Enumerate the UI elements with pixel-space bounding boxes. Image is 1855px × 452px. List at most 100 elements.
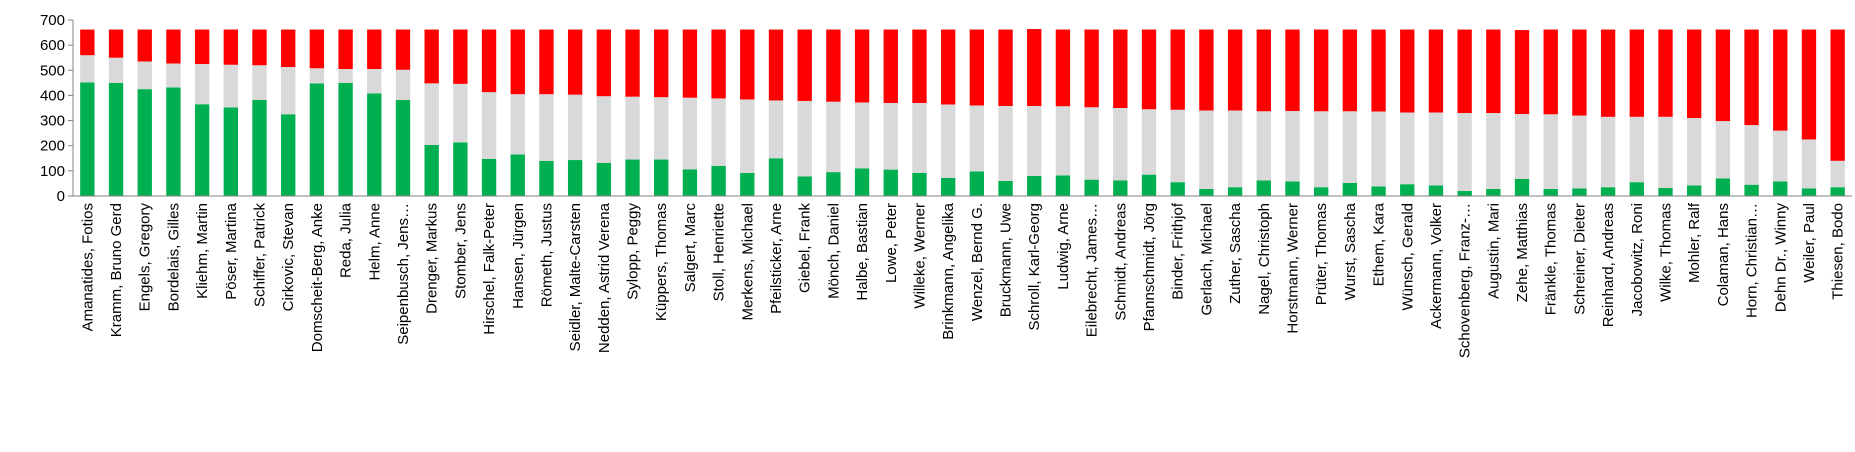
bar-segment-2 — [1170, 109, 1185, 183]
bar-segment-1 — [539, 160, 554, 196]
bar-segment-1 — [1629, 182, 1644, 196]
bar-segment-1 — [1543, 188, 1558, 196]
bar-segment-2 — [1801, 139, 1817, 189]
bar-segment-1 — [1428, 185, 1444, 196]
bar-segment-2 — [1572, 115, 1587, 189]
bar-segment-1 — [1457, 190, 1472, 196]
bar-segment-3 — [194, 29, 210, 64]
y-tick-label: 300 — [40, 113, 65, 130]
bar-segment-3 — [1486, 29, 1501, 114]
bar-segment-2 — [194, 64, 210, 105]
bar-segment-2 — [1687, 118, 1702, 186]
bar-segment-1 — [252, 99, 267, 196]
bar-segment-1 — [854, 168, 870, 196]
x-category-label: Fränkle, Thomas — [1543, 203, 1560, 315]
bar-segment-2 — [510, 94, 525, 155]
bar-segment-1 — [1170, 182, 1185, 196]
bar-segment-2 — [1285, 111, 1300, 182]
bar-segment-3 — [395, 29, 411, 70]
bar-segment-2 — [854, 102, 870, 169]
bar-segment-2 — [108, 57, 124, 83]
bar-segment-1 — [998, 180, 1013, 196]
bar-segment-1 — [1400, 184, 1415, 196]
x-category-label: Augustin, Mari — [1485, 203, 1502, 299]
x-category-label: Salgert, Marc — [682, 203, 699, 293]
x-category-label: Kramm, Bruno Gerd — [108, 203, 125, 337]
bar-segment-3 — [596, 29, 612, 97]
x-category-label: Schmidt, Andreas — [1112, 203, 1129, 321]
bar-segment-2 — [969, 105, 985, 172]
x-category-label: Reda, Julia — [338, 202, 355, 278]
bar-segment-3 — [940, 29, 956, 105]
bar-segment-1 — [1658, 187, 1673, 196]
bar-segment-2 — [797, 100, 812, 177]
bar-segment-2 — [309, 68, 325, 84]
x-category-label: Seipenbusch, Jens… — [395, 203, 412, 345]
bar-segment-1 — [223, 107, 238, 196]
bar-segment-2 — [223, 64, 238, 108]
x-category-label: Hirschel, Falk-Peter — [481, 203, 498, 335]
bar-segment-2 — [625, 96, 640, 160]
bar-segment-3 — [309, 29, 325, 69]
x-category-label: Römeth, Justus — [538, 203, 555, 307]
x-category-label: Dehn Dr., Winny — [1772, 203, 1789, 313]
bar-segment-1 — [1371, 186, 1386, 196]
x-category-label: Weiler, Paul — [1801, 203, 1818, 283]
bar-segment-2 — [1141, 109, 1157, 175]
bar-segment-1 — [1027, 175, 1042, 196]
x-category-label: Horstmann, Werner — [1284, 203, 1301, 334]
bar-segment-1 — [424, 144, 439, 196]
x-category-label: Brinkmann, Angelika — [940, 202, 957, 339]
bar-segment-1 — [940, 177, 956, 196]
bar-segment-1 — [367, 93, 382, 196]
x-category-label: Mönch, Daniel — [825, 203, 842, 299]
bar-segment-1 — [625, 159, 640, 196]
bar-segment-1 — [194, 104, 210, 196]
bar-segment-1 — [1486, 188, 1501, 196]
x-category-label: Wurst, Sascha — [1342, 202, 1359, 300]
bar-segment-3 — [1428, 29, 1444, 113]
bar-segment-3 — [740, 29, 755, 100]
bar-segment-2 — [596, 96, 612, 163]
bar-segment-3 — [1543, 29, 1558, 115]
bar-segment-3 — [137, 29, 152, 62]
x-category-label: Mohler, Ralf — [1686, 202, 1703, 283]
bar-segment-3 — [1687, 29, 1702, 119]
bar-segment-2 — [940, 104, 956, 178]
x-category-label: Reinhard, Andreas — [1600, 203, 1617, 327]
y-tick-label: 200 — [40, 138, 65, 155]
bar-segment-3 — [1170, 29, 1185, 110]
bar-segment-3 — [1285, 29, 1300, 112]
x-category-label: Zuther, Sascha — [1227, 202, 1244, 304]
bar-segment-2 — [1199, 110, 1214, 189]
bar-segment-3 — [1113, 29, 1128, 108]
x-category-label: Schiffer, Patrick — [252, 203, 269, 307]
bar-segment-3 — [1314, 29, 1329, 112]
bar-segment-3 — [1715, 29, 1731, 122]
bar-segment-2 — [998, 105, 1013, 181]
bar-segment-2 — [1457, 113, 1472, 191]
x-category-label: Pöser, Martina — [223, 202, 240, 299]
bar-segment-1 — [826, 172, 841, 196]
bar-segment-2 — [1113, 108, 1128, 181]
bar-segment-3 — [1371, 29, 1386, 112]
x-category-label: Drenger, Markus — [424, 203, 441, 314]
x-category-label: Wenzel, Bernd G. — [969, 203, 986, 321]
bar-segment-3 — [1629, 29, 1644, 117]
x-category-label: Seidler, Malte-Carsten — [567, 203, 584, 351]
x-category-label: Kliehm, Martin — [194, 203, 211, 299]
bar-segment-1 — [1141, 174, 1157, 196]
x-category-label: Ethem, Kara — [1371, 202, 1388, 286]
bar-segment-1 — [711, 165, 726, 196]
x-axis: Amanatides, Fotios Kramm, Bruno Gerd Engel… — [73, 195, 1852, 358]
bar-segment-2 — [768, 100, 784, 159]
bar-segment-3 — [223, 29, 238, 65]
bar-segment-3 — [1199, 29, 1214, 111]
bar-segment-3 — [1055, 29, 1071, 107]
bar-segment-1 — [1600, 187, 1616, 196]
bar-segment-1 — [740, 172, 755, 196]
y-tick-label: 0 — [57, 188, 65, 205]
x-category-label: Eilebrecht, James… — [1084, 203, 1101, 337]
bar-segment-1 — [567, 160, 583, 196]
